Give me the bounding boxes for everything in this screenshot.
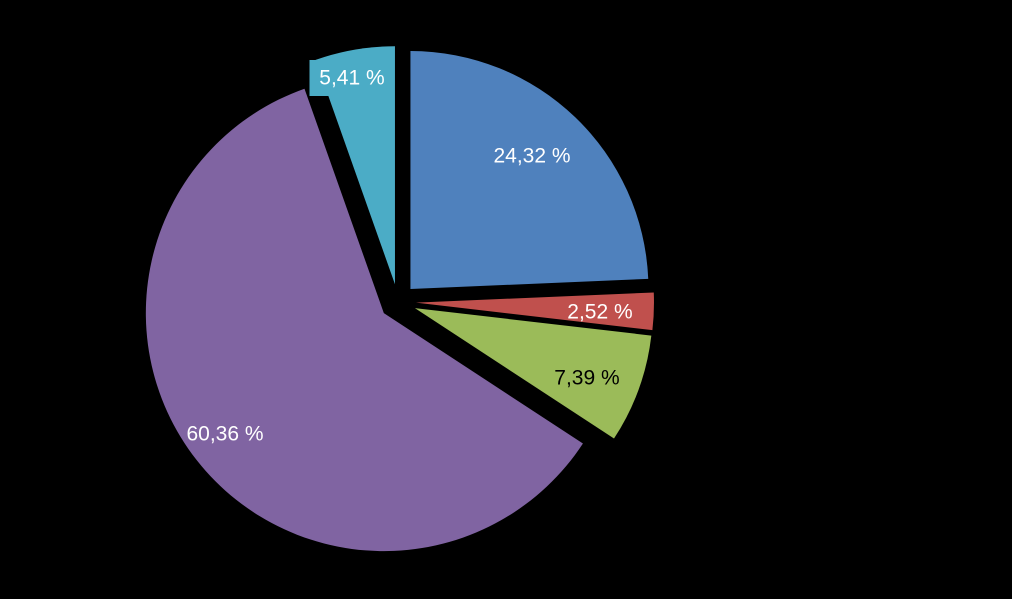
pie-slice-red — [415, 292, 654, 331]
label-box-slice-teal — [309, 60, 395, 96]
pie-slice-purple — [145, 88, 583, 552]
pie-slice-teal — [315, 46, 395, 285]
pie-slice-blue — [410, 51, 649, 289]
pie-slice-green — [414, 308, 652, 439]
